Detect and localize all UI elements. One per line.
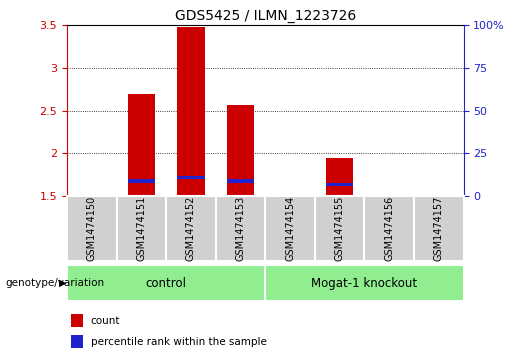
Bar [326,158,353,196]
Bar [365,196,414,261]
Bar [177,176,204,179]
Bar [71,314,83,327]
Bar [166,196,216,261]
Text: GSM1474156: GSM1474156 [384,196,394,261]
Text: genotype/variation: genotype/variation [5,278,104,288]
Text: GSM1474154: GSM1474154 [285,196,295,261]
Bar [216,196,265,261]
Text: GSM1474151: GSM1474151 [136,196,146,261]
Text: GSM1474155: GSM1474155 [335,196,345,261]
Text: count: count [91,316,120,326]
Bar [67,196,116,261]
Bar [128,179,155,183]
Bar [227,179,254,183]
Text: GSM1474152: GSM1474152 [186,196,196,261]
Text: Mogat-1 knockout: Mogat-1 knockout [311,277,418,290]
Text: control: control [146,277,186,290]
Bar [265,265,464,301]
Bar [265,196,315,261]
Bar [67,265,265,301]
Text: GSM1474153: GSM1474153 [235,196,246,261]
Title: GDS5425 / ILMN_1223726: GDS5425 / ILMN_1223726 [175,9,356,23]
Bar [128,94,155,196]
Text: GSM1474157: GSM1474157 [434,196,444,261]
Text: percentile rank within the sample: percentile rank within the sample [91,337,267,347]
Text: ▶: ▶ [59,278,67,288]
Text: GSM1474150: GSM1474150 [87,196,97,261]
Bar [177,27,204,196]
Bar [414,196,464,261]
Bar [227,105,254,196]
Bar [326,183,353,186]
Bar [71,335,83,348]
Bar [315,196,365,261]
Bar [116,196,166,261]
